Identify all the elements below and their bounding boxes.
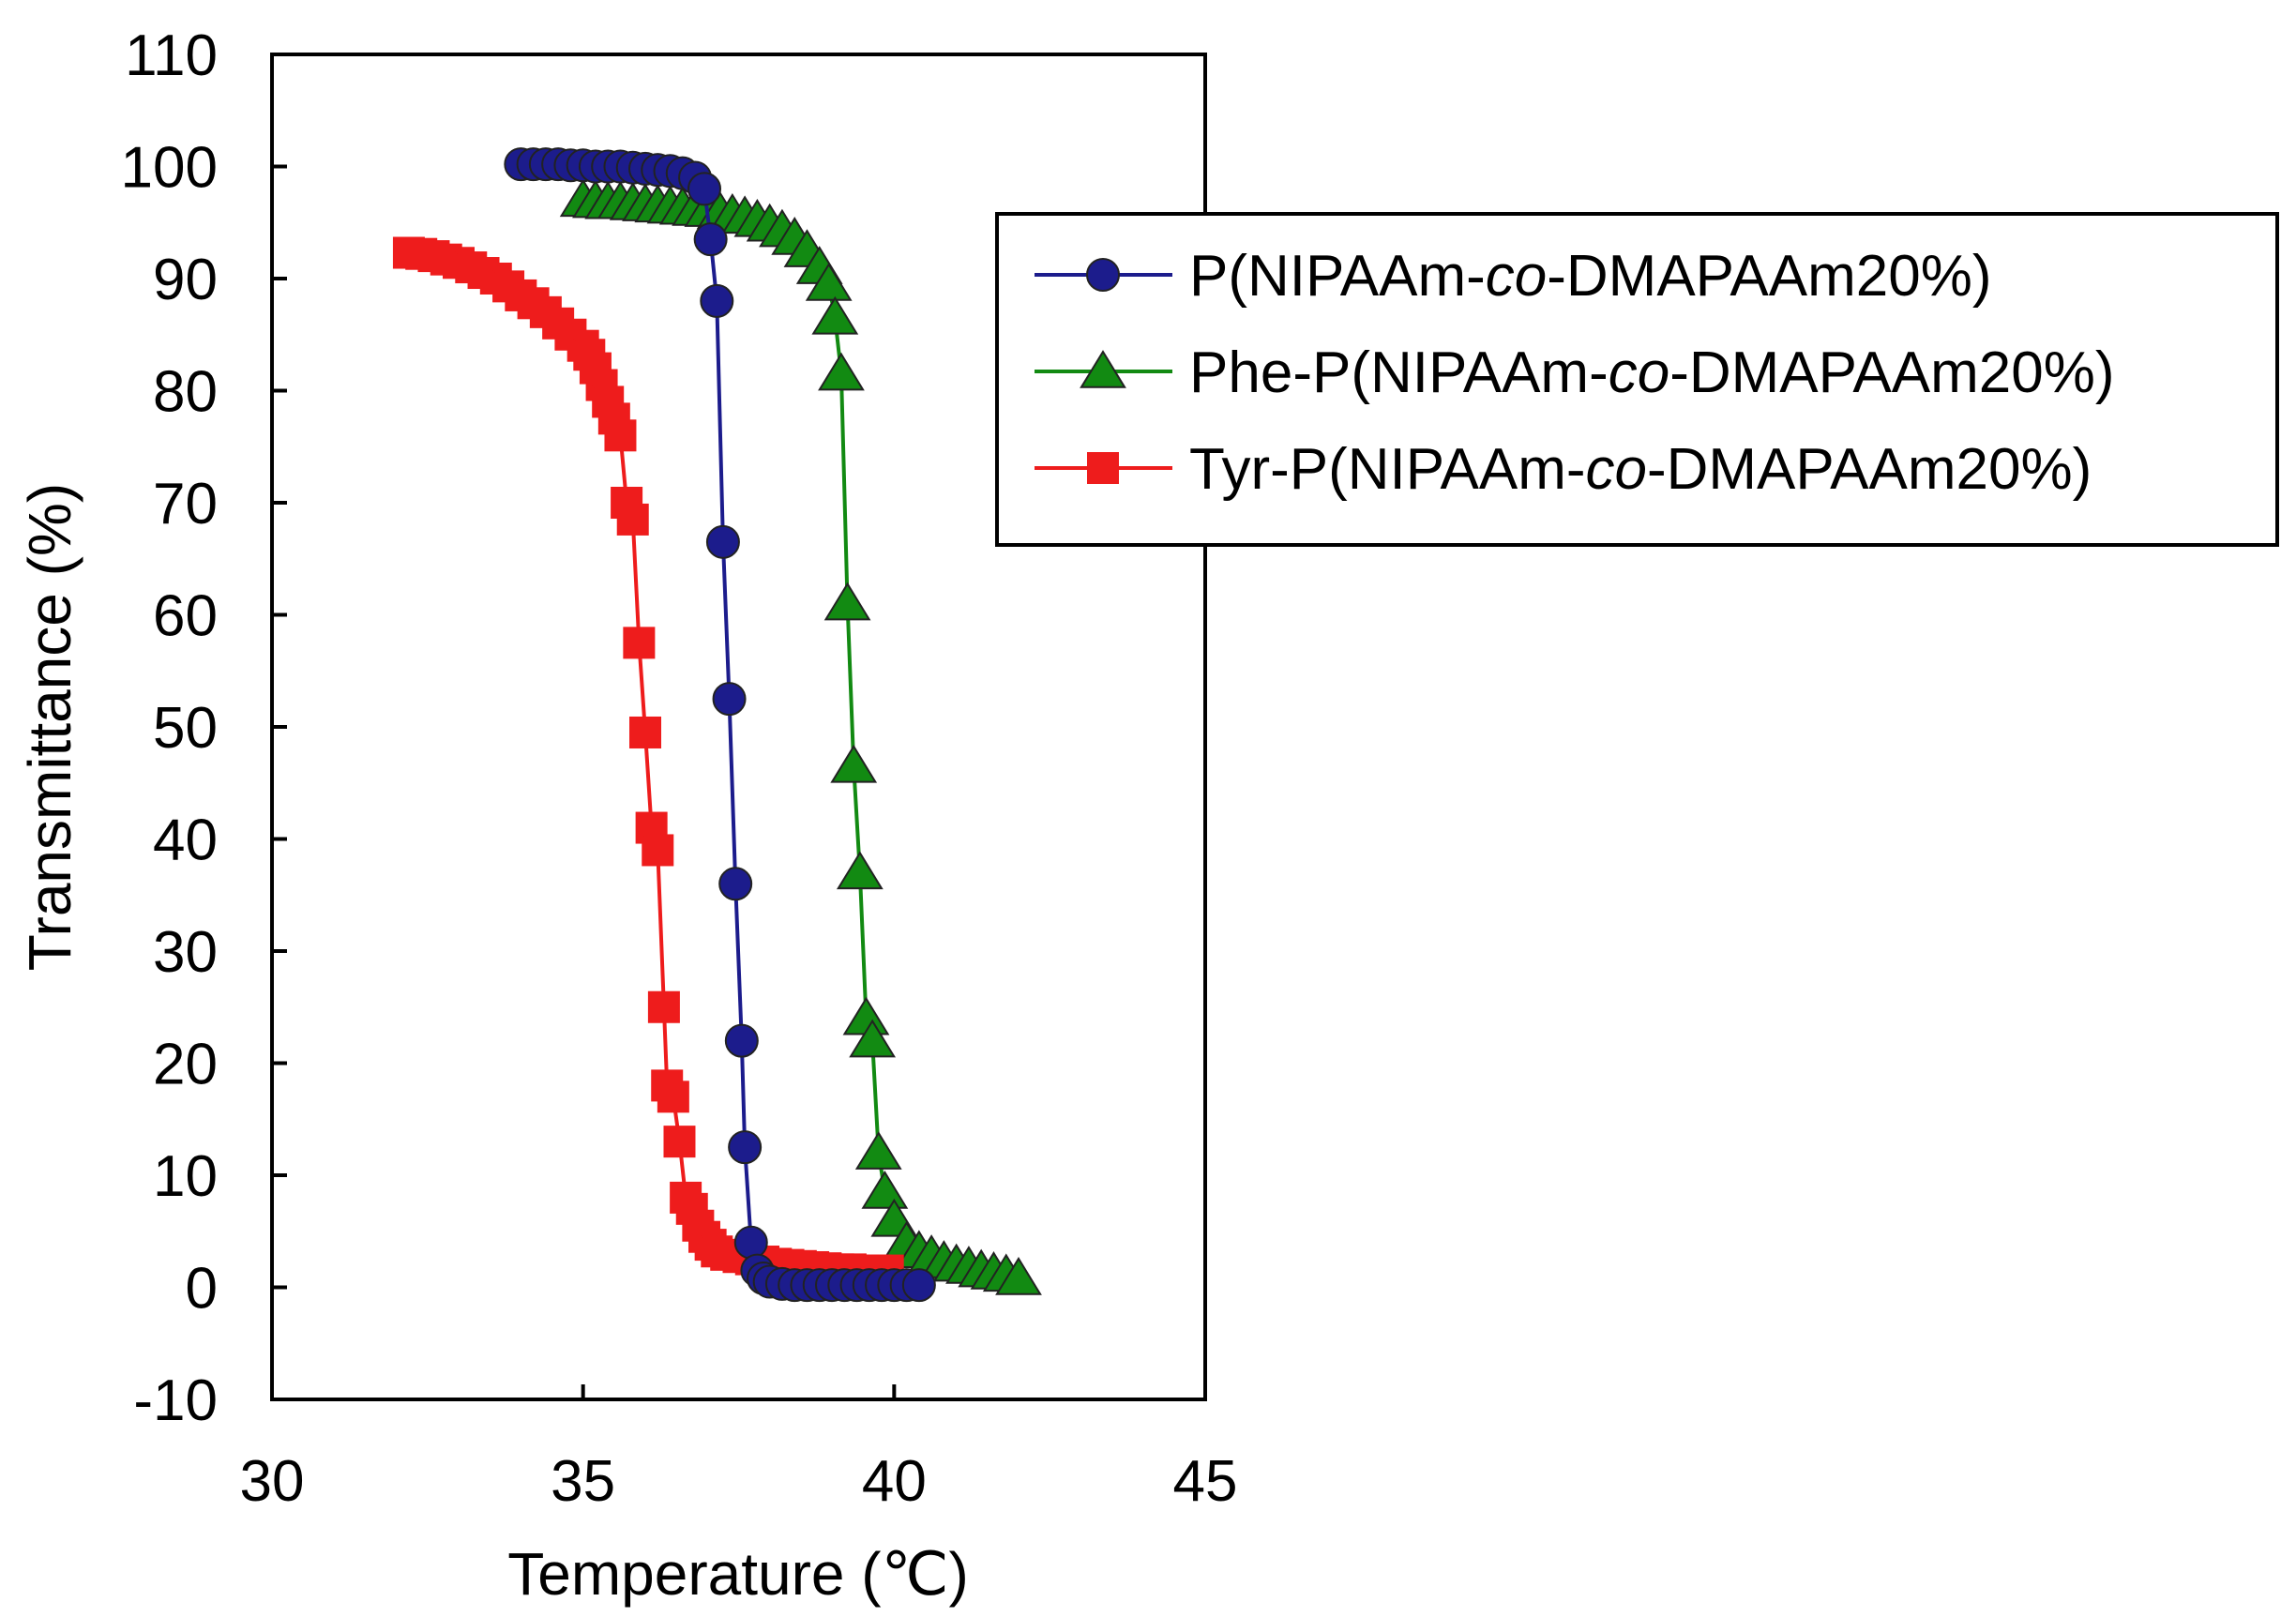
legend-label-italic: co xyxy=(1486,244,1547,309)
y-tick-label: 60 xyxy=(153,584,218,649)
data-point xyxy=(604,419,637,452)
legend-label: Tyr-P(NIPAAm-co-DMAPAAm20%) xyxy=(1189,437,2092,502)
legend-label-part: Phe-P(NIPAAm- xyxy=(1189,340,1609,405)
series-1 xyxy=(504,147,936,1303)
y-tick-label: 0 xyxy=(186,1257,218,1322)
legend-label-italic: co xyxy=(1609,340,1669,405)
legend: P(NIPAAm-co-DMAPAAm20%)Phe-P(NIPAAm-co-D… xyxy=(995,212,2279,547)
y-tick-label: 100 xyxy=(121,136,218,201)
data-point xyxy=(647,990,680,1023)
x-tick-label: 30 xyxy=(240,1449,305,1514)
y-tick-label: 70 xyxy=(153,472,218,536)
x-axis-ticks: 30 35 40 45 xyxy=(240,1384,1238,1514)
y-axis-ticks: -10 0 10 20 30 40 50 60 70 80 90 100 110 xyxy=(121,23,287,1433)
series-layer xyxy=(392,147,1042,1303)
x-axis-title: Temperature (℃) xyxy=(507,1540,969,1608)
legend-label-part: Tyr-P(NIPAAm- xyxy=(1189,437,1586,502)
legend-marker xyxy=(1086,258,1120,292)
legend-label-part: P(NIPAAm- xyxy=(1189,244,1486,309)
legend-label-part: -DMAPAAm20%) xyxy=(1647,437,2092,502)
data-point xyxy=(901,1268,936,1303)
y-tick-label: -10 xyxy=(133,1368,218,1433)
y-tick-label: 90 xyxy=(153,248,218,312)
data-point xyxy=(811,295,859,335)
data-point xyxy=(849,1019,896,1058)
y-tick-label: 20 xyxy=(153,1033,218,1097)
data-point xyxy=(718,867,753,901)
data-point xyxy=(823,582,871,621)
series-3 xyxy=(392,236,904,1287)
x-tick-label: 40 xyxy=(862,1449,927,1514)
data-point xyxy=(861,1171,909,1209)
data-point xyxy=(733,1225,768,1260)
data-point xyxy=(995,1257,1042,1295)
data-point xyxy=(724,1023,759,1058)
data-point xyxy=(663,1126,696,1158)
legend-box xyxy=(995,212,2279,547)
data-point xyxy=(818,352,865,391)
data-point xyxy=(616,503,649,536)
data-point xyxy=(830,744,878,783)
y-tick-label: 30 xyxy=(153,920,218,985)
data-point xyxy=(842,996,890,1035)
series-line xyxy=(408,250,888,1273)
legend-label-part: -DMAPAAm20%) xyxy=(1669,340,2114,405)
data-point xyxy=(700,283,734,318)
data-point xyxy=(687,172,722,206)
y-tick-label: 110 xyxy=(125,23,218,88)
y-tick-label: 50 xyxy=(153,696,218,761)
data-point xyxy=(642,834,674,867)
data-point xyxy=(623,627,656,659)
data-point xyxy=(854,1131,902,1170)
legend-label: P(NIPAAm-co-DMAPAAm20%) xyxy=(1189,244,1992,309)
y-axis-title: Transmittance (%) xyxy=(16,483,83,971)
x-tick-label: 45 xyxy=(1173,1449,1238,1514)
y-tick-label: 40 xyxy=(153,808,218,873)
x-tick-label: 35 xyxy=(551,1449,615,1514)
y-tick-label: 10 xyxy=(153,1144,218,1209)
data-point xyxy=(657,1081,689,1113)
y-tick-label: 80 xyxy=(153,360,218,425)
data-point xyxy=(693,222,728,257)
data-point xyxy=(805,263,853,301)
legend-marker xyxy=(1080,350,1126,388)
legend-marker xyxy=(1087,452,1119,484)
data-point xyxy=(705,524,740,559)
legend-label-italic: co xyxy=(1586,437,1647,502)
data-point xyxy=(728,1130,763,1165)
data-point xyxy=(836,851,884,890)
data-point xyxy=(712,682,747,717)
data-point xyxy=(629,716,661,748)
legend-label-part: -DMAPAAm20%) xyxy=(1547,244,1991,309)
legend-label: Phe-P(NIPAAm-co-DMAPAAm20%) xyxy=(1189,340,2114,405)
